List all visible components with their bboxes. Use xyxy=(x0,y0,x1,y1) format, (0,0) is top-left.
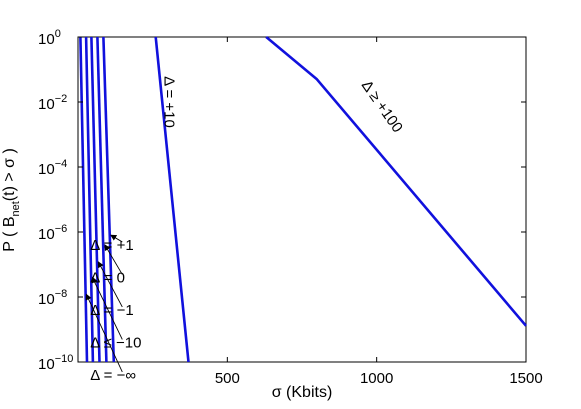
legend-arrow xyxy=(104,244,123,275)
legend-label: Δ ≤ −10 xyxy=(90,334,141,351)
y-tick-label: 10−2 xyxy=(38,93,67,113)
series-line-4 xyxy=(96,36,108,363)
series-layer xyxy=(79,36,527,363)
y-tick-base: 10 xyxy=(38,31,55,48)
legend-label: Δ = −∞ xyxy=(90,367,136,384)
series-line-3 xyxy=(90,36,101,363)
y-tick-label: 10−8 xyxy=(38,288,67,308)
y-tick-base: 10 xyxy=(38,356,55,373)
y-tick-exponent: −2 xyxy=(55,93,68,105)
x-tick-label: 1500 xyxy=(509,370,542,387)
y-tick-exponent: 0 xyxy=(55,28,61,40)
series-line-2 xyxy=(84,36,95,363)
y-tick-base: 10 xyxy=(38,291,55,308)
legend-arrow xyxy=(110,234,123,243)
y-tick-base: 10 xyxy=(38,161,55,178)
series-line-5 xyxy=(102,36,116,363)
y-axis-label: P ( Bnet(t) > σ ) xyxy=(1,148,22,252)
series-line-7 xyxy=(265,36,527,327)
legend-arrow xyxy=(91,276,123,340)
y-tick-base: 10 xyxy=(38,226,55,243)
y-axis-label-subscript: net xyxy=(10,201,22,216)
y-tick-exponent: −6 xyxy=(55,223,68,235)
y-tick-exponent: −8 xyxy=(55,288,68,300)
x-axis-label: σ (Kbits) xyxy=(272,384,333,401)
legend-arrow xyxy=(85,293,123,373)
y-tick-exponent: −10 xyxy=(55,353,74,365)
y-tick-label: 10−4 xyxy=(38,158,67,178)
x-tick-label: 1000 xyxy=(360,370,393,387)
y-tick-label: 10−6 xyxy=(38,223,67,243)
series-line-6 xyxy=(154,36,190,363)
legend-arrow xyxy=(97,261,123,308)
legend-label: Δ = −1 xyxy=(90,302,133,319)
legend-label: Δ = +1 xyxy=(90,237,133,254)
y-tick-exponent: −4 xyxy=(55,158,68,170)
curve-label: Δ = +10 xyxy=(161,76,178,128)
y-tick-label: 10−10 xyxy=(38,353,73,373)
y-axis-label-prefix: P ( B xyxy=(1,217,18,252)
x-tick-label: 500 xyxy=(215,370,240,387)
legend-label: Δ = 0 xyxy=(90,269,125,286)
series-line-1 xyxy=(79,36,89,363)
y-tick-label: 100 xyxy=(38,28,61,48)
y-axis-label-suffix: (t) > σ ) xyxy=(1,148,18,201)
plot-area xyxy=(77,36,527,363)
y-tick-base: 10 xyxy=(38,96,55,113)
